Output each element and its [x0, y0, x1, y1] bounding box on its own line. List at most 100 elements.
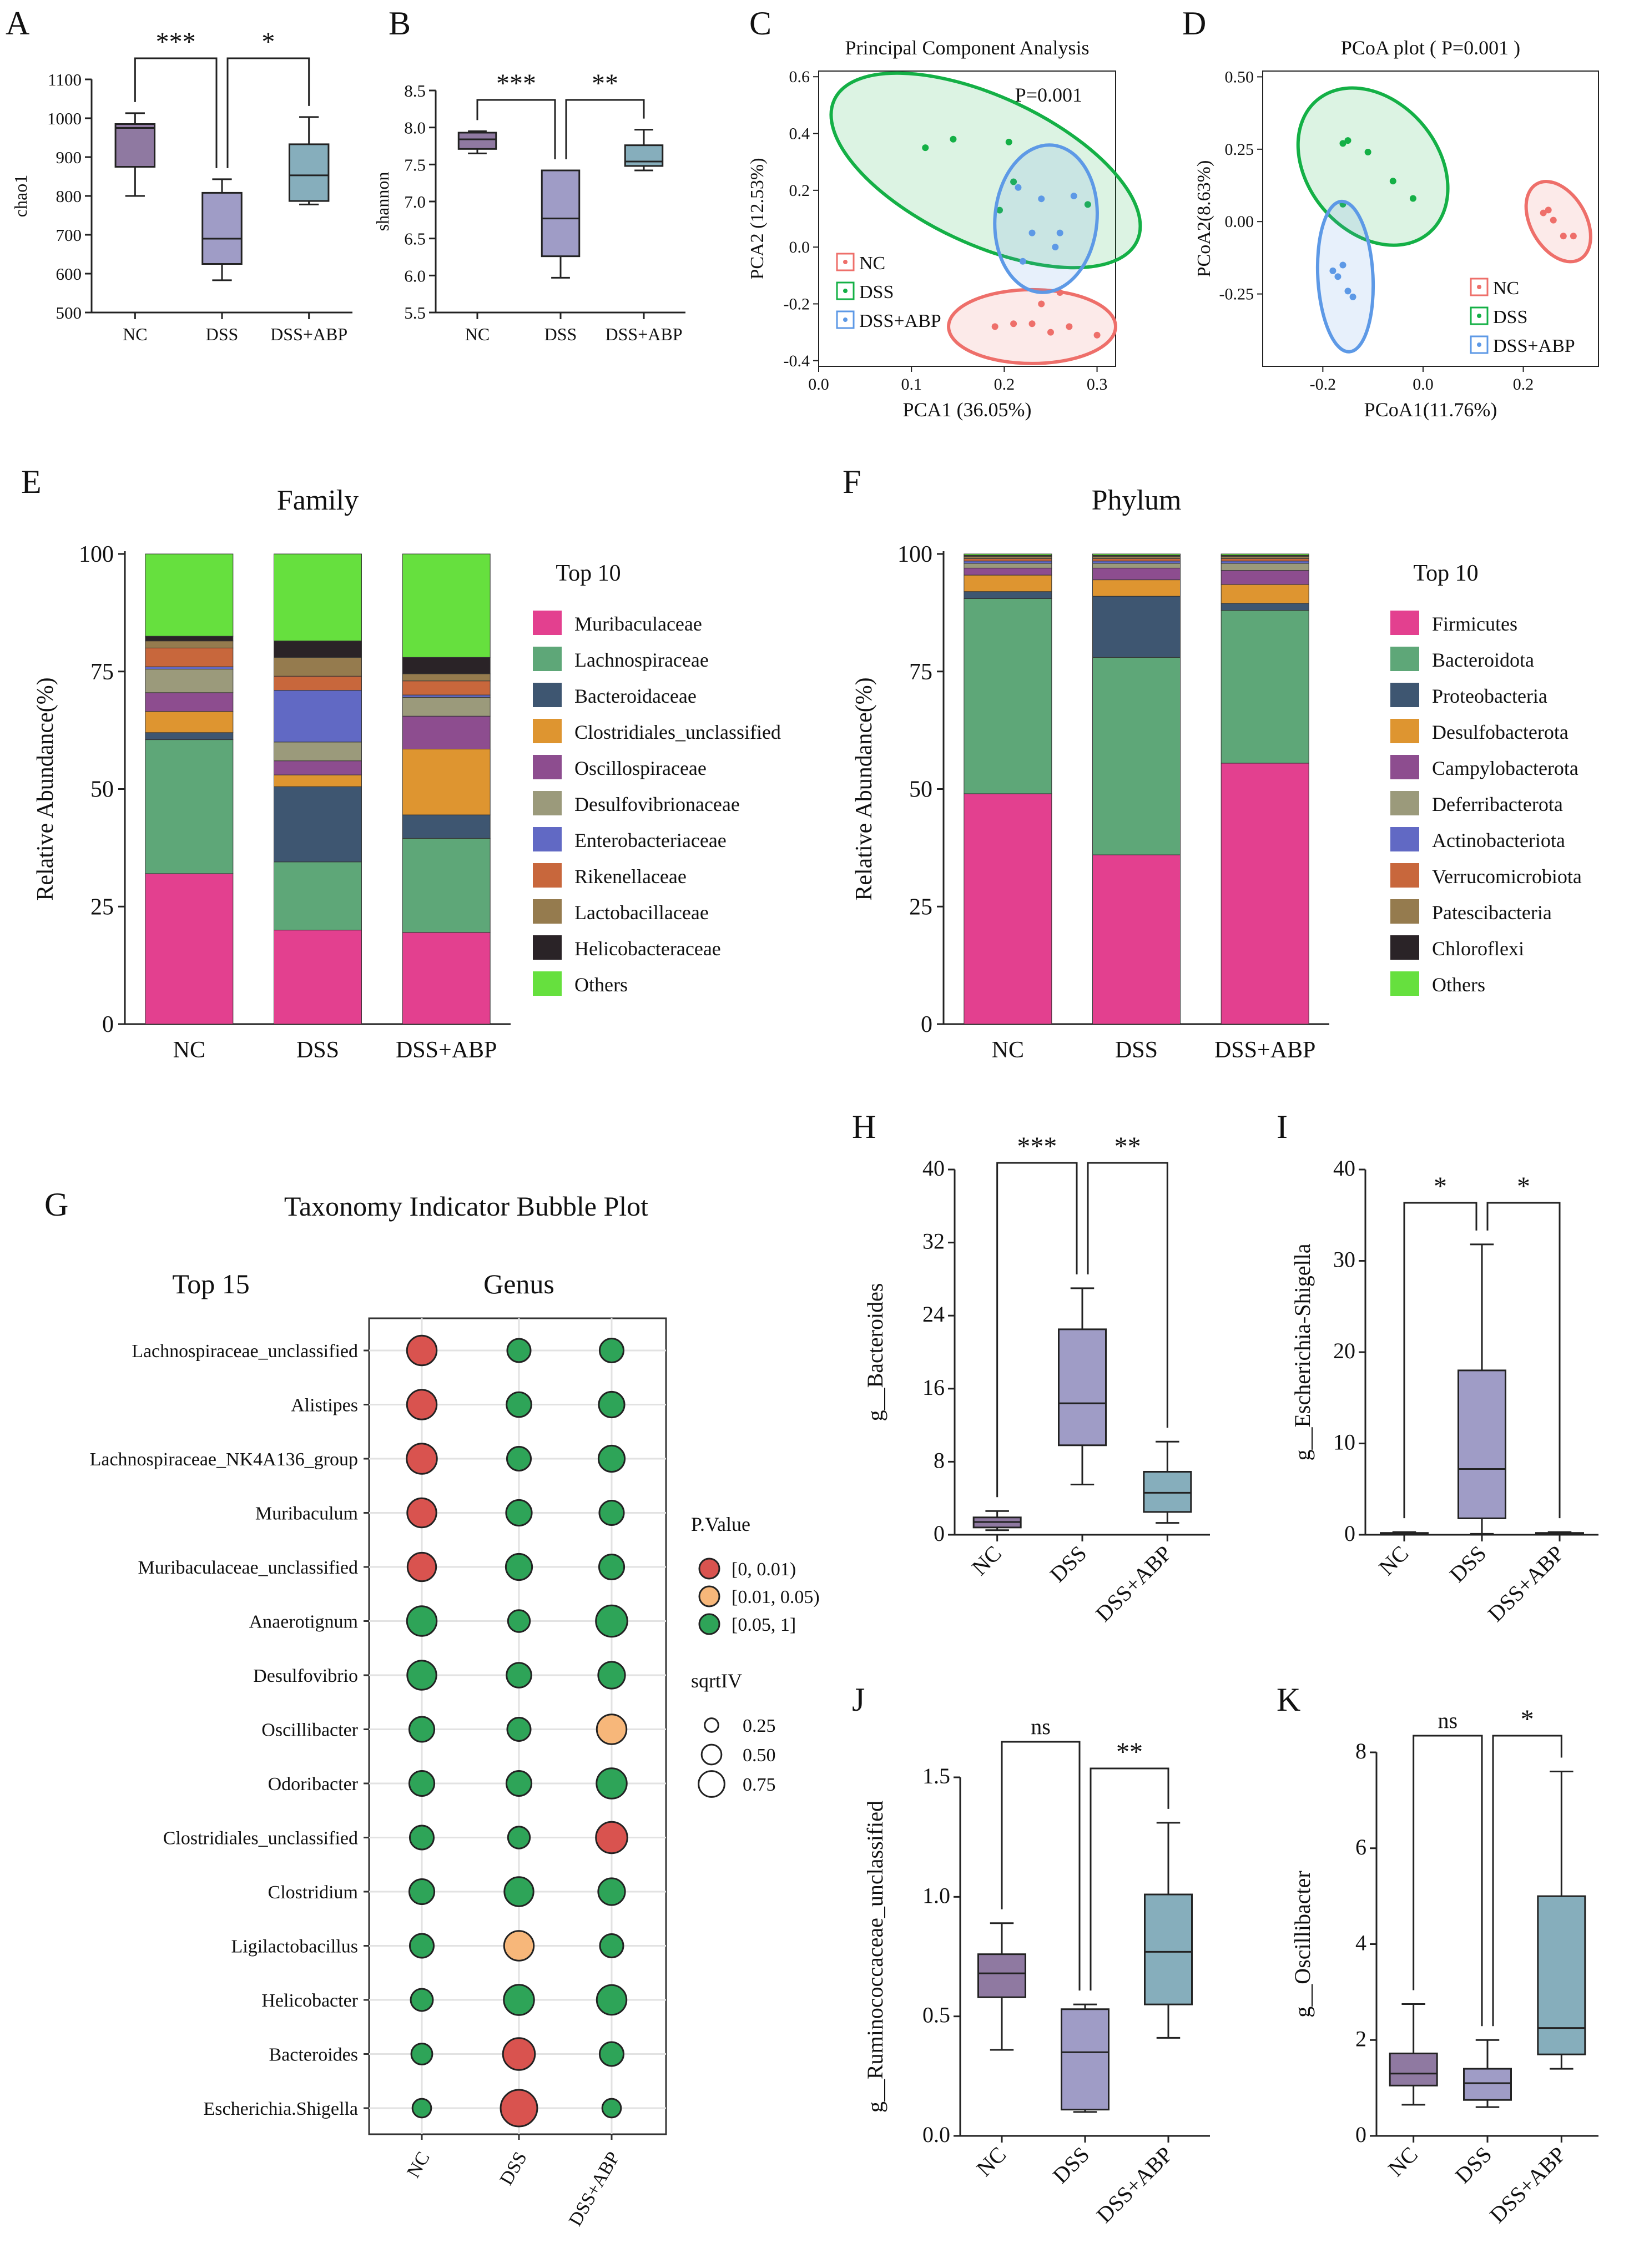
y-tick-label: 0.5 [922, 2003, 950, 2028]
sample-point-NC [1570, 233, 1577, 240]
legend-label: DSS [1493, 307, 1527, 327]
bar-segment-Helicobacteraceae [402, 657, 491, 674]
panel-letter: I [1277, 1108, 1288, 1145]
bar-segment-Patescibacteria [964, 556, 1052, 559]
bar-segment-Actinobacteriota [964, 561, 1052, 564]
bar-segment-Rikenellaceae [274, 676, 362, 691]
bar-segment-Firmicutes [964, 793, 1052, 1025]
significance-bracket [134, 57, 218, 168]
legend-key-dot [843, 317, 848, 322]
legend-title: Top 10 [556, 561, 621, 586]
legend-label: Others [574, 974, 628, 996]
x-tick-label: NC [992, 1037, 1024, 1063]
bubble-Clostridium-NC [408, 1878, 436, 1906]
y-tick-label: 25 [90, 894, 114, 920]
bar-segment-Lachnospiraceae [402, 838, 491, 933]
legend-label: Rikenellaceae [574, 865, 687, 888]
significance-bracket [565, 99, 645, 159]
panel-c-pca-scatter: C Principal Component Analysis 0.0 0.1 0.2 0.… [747, 5, 1142, 421]
y-tick-label: 6.0 [404, 266, 426, 285]
y-tick-label: 0 [921, 1012, 932, 1037]
sample-point-DSS [1005, 138, 1012, 145]
bar-segment-Bacteroidaceae [145, 732, 234, 740]
legend-swatch-Chloroflexi [1390, 935, 1419, 960]
box-NC [457, 132, 497, 150]
significance-label: *** [156, 27, 196, 57]
legend-swatch-Enterobacteriaceae [533, 827, 562, 851]
sample-point-DSS+ABP [1334, 273, 1342, 280]
box-DSS+ABP [1144, 1893, 1193, 2005]
bar-segment-Rikenellaceae [402, 681, 491, 695]
sample-point-NC [1545, 206, 1552, 214]
y-tick-label: 8 [934, 1448, 945, 1473]
bubble-Alistipes-DSS [506, 1391, 532, 1418]
x-tick-label: 0.2 [994, 375, 1015, 394]
x-axis-label: PCoA1(11.76%) [1364, 399, 1497, 421]
legend-label: Proteobacteria [1432, 685, 1547, 707]
y-tick-label: 600 [56, 264, 82, 284]
confidence-ellipse-DSS [829, 71, 1142, 270]
y-tick-label: 0.4 [789, 125, 810, 143]
x-tick-label: DSS+ABP [270, 324, 347, 344]
bar-segment-Campylobacterota [964, 567, 1052, 576]
y-tick-label: -0.2 [784, 295, 810, 313]
bubble-Clostridium-DSS+ABP [597, 1877, 626, 1906]
y-tick-label: 0.6 [789, 68, 810, 86]
bar-segment-Desulfobacterota [964, 574, 1052, 592]
legend-swatch-Muribaculaceae [533, 611, 562, 635]
legend-label: Desulfobacterota [1432, 721, 1569, 743]
significance-label: ns [1438, 1708, 1458, 1733]
bubble-Helicobacter-DSS [503, 1984, 535, 2016]
row-label-genus: Clostridium [268, 1882, 358, 1903]
sample-point-NC [1010, 320, 1017, 327]
sample-point-DSS [1409, 195, 1416, 202]
subtitle-genus: Genus [483, 1268, 554, 1299]
x-tick-label: 0.3 [1087, 375, 1108, 394]
bubble-Clostridiales_unclassified-NC [408, 1825, 435, 1851]
confidence-ellipse-DSS [1296, 86, 1450, 247]
bubble-Anaerotignum-DSS+ABP [595, 1604, 628, 1638]
bubble-Muribaculaceae_unclassified-DSS+ABP [598, 1553, 626, 1581]
legend-size-label: 0.75 [743, 1775, 776, 1795]
legend-title: Top 10 [1413, 561, 1478, 586]
sample-point-DSS+ABP [1070, 193, 1077, 200]
legend-swatch-Lachnospiraceae [533, 647, 562, 671]
y-tick-label: 0.25 [1225, 140, 1254, 159]
panel-letter: F [843, 463, 861, 500]
significance-label: *** [1017, 1132, 1057, 1161]
bar-segment-Patescibacteria [1221, 556, 1309, 559]
significance-label: * [261, 27, 275, 57]
box-NC [114, 123, 156, 168]
significance-bracket [1087, 1162, 1168, 1428]
bar-segment-Lachnospiraceae [274, 861, 362, 931]
y-tick-label: 0.2 [789, 182, 810, 200]
legend-size-key [704, 1717, 719, 1733]
sample-point-NC [991, 323, 998, 330]
bubble-Oscillibacter-DSS+ABP [596, 1713, 628, 1745]
bubble-Clostridiales_unclassified-DSS [507, 1826, 531, 1849]
legend-title-pvalue: P.Value [691, 1513, 750, 1535]
legend-title-sqrtiv: sqrtIV [691, 1670, 742, 1692]
y-axis-label: shannon [372, 172, 392, 231]
significance-bracket [996, 1162, 1078, 1498]
legend-pvalue-label: [0.01, 0.05) [732, 1587, 820, 1607]
x-tick-label: -0.2 [1310, 375, 1337, 394]
panel-letter: C [749, 5, 771, 42]
row-label-genus: Muribaculum [255, 1504, 358, 1524]
legend-label: Enterobacteriaceae [574, 829, 727, 851]
bar-segment-Enterobacteriaceae [402, 694, 491, 698]
x-tick-label: DSS [544, 324, 577, 344]
legend-label: Actinobacteriota [1432, 829, 1565, 851]
bar-segment-Helicobacteraceae [274, 641, 362, 658]
y-tick-label: 75 [90, 659, 114, 685]
box-DSS [1061, 2008, 1109, 2111]
legend-label: Verrucomicrobiota [1432, 865, 1582, 888]
legend-label: Helicobacteraceae [574, 938, 721, 960]
bubble-Anaerotignum-NC [406, 1605, 438, 1637]
legend-size-label: 0.50 [743, 1745, 776, 1766]
sample-point-DSS+ABP [1344, 288, 1351, 295]
sample-point-DSS [1084, 201, 1091, 208]
bubble-Bacteroides-DSS+ABP [598, 2041, 625, 2067]
bubble-Escherichia.Shigella-NC [411, 2098, 432, 2119]
